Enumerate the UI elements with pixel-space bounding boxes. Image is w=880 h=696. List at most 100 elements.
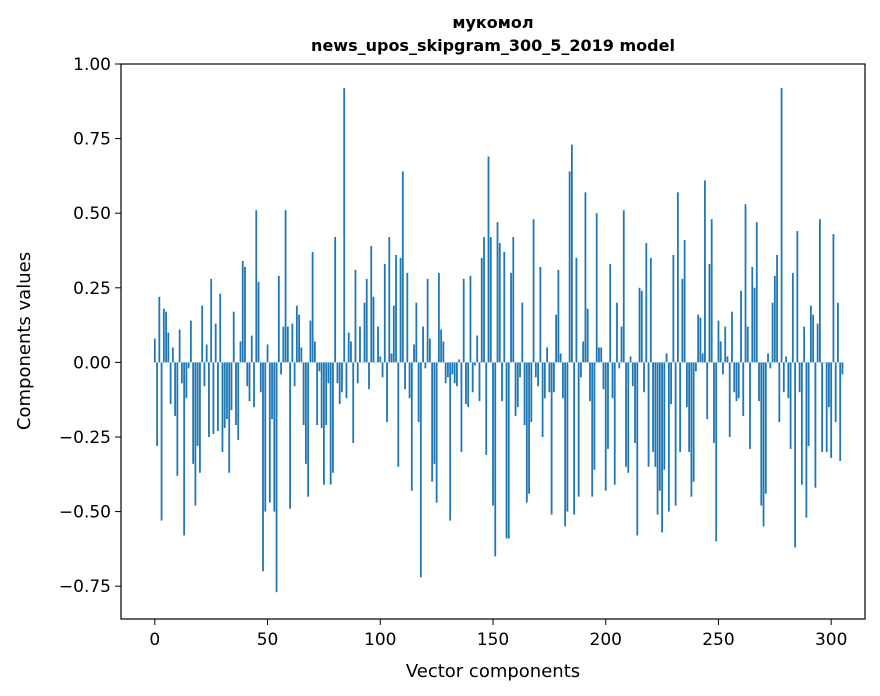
- bar: [363, 302, 366, 363]
- bar: [235, 362, 237, 426]
- bar: [248, 362, 251, 402]
- bar: [625, 362, 627, 467]
- bar: [336, 362, 339, 384]
- bar: [715, 362, 718, 542]
- bar: [255, 210, 258, 363]
- bar: [478, 362, 481, 402]
- bar: [809, 305, 812, 363]
- bar: [325, 362, 328, 426]
- bar: [573, 362, 576, 515]
- bar: [476, 335, 479, 363]
- bar: [199, 362, 201, 473]
- bar: [825, 362, 828, 452]
- bar: [187, 362, 190, 369]
- bar: [318, 362, 321, 372]
- bar: [244, 266, 246, 363]
- bar: [203, 362, 206, 387]
- bar: [571, 144, 573, 363]
- bar: [413, 344, 415, 363]
- bar: [629, 356, 632, 363]
- bar: [676, 192, 679, 363]
- bar: [636, 362, 639, 536]
- bars-group: [153, 87, 844, 593]
- bar: [264, 362, 267, 512]
- bar: [316, 362, 319, 426]
- bar: [277, 275, 280, 363]
- bar: [688, 362, 691, 452]
- bar: [593, 362, 596, 470]
- bar: [460, 362, 463, 452]
- bar: [697, 314, 700, 363]
- bar: [465, 362, 467, 405]
- bar: [300, 347, 303, 363]
- bar: [217, 362, 219, 432]
- bar: [189, 320, 192, 363]
- bar: [737, 362, 740, 399]
- bar: [289, 362, 291, 509]
- bar: [426, 278, 429, 363]
- bar: [503, 251, 506, 363]
- bar: [447, 362, 449, 378]
- bar: [559, 353, 562, 363]
- bar: [408, 362, 411, 399]
- bar: [309, 320, 312, 363]
- bar: [250, 335, 253, 363]
- bar: [178, 329, 181, 363]
- bar: [406, 272, 409, 363]
- bar: [760, 362, 763, 506]
- bar: [492, 362, 494, 506]
- bar: [498, 243, 501, 363]
- bar: [627, 362, 630, 473]
- bar: [830, 362, 833, 458]
- bar: [753, 287, 756, 363]
- bar: [392, 305, 395, 363]
- bar: [230, 362, 233, 411]
- bar: [467, 362, 470, 408]
- bar: [410, 362, 413, 491]
- y-tick-label: −0.50: [59, 503, 111, 523]
- bar: [613, 362, 616, 485]
- bar: [652, 362, 654, 452]
- bar: [782, 362, 785, 393]
- bar: [519, 362, 521, 378]
- bar: [690, 362, 693, 497]
- bar: [451, 362, 454, 375]
- bar: [816, 323, 819, 363]
- x-tick-label: 250: [702, 630, 734, 650]
- bar: [489, 237, 492, 363]
- bar: [456, 362, 458, 387]
- bar: [343, 87, 346, 363]
- y-tick-label: 0.25: [73, 279, 111, 299]
- plot-frame: [120, 63, 866, 620]
- bar: [749, 362, 751, 449]
- bar: [726, 356, 729, 363]
- bar: [226, 362, 228, 420]
- bar: [341, 362, 343, 393]
- bar: [724, 326, 727, 363]
- bar: [453, 362, 456, 384]
- bar: [183, 362, 186, 536]
- bar: [485, 362, 488, 455]
- bar: [814, 362, 817, 488]
- bar: [350, 341, 352, 363]
- bar: [546, 347, 549, 363]
- bar: [755, 222, 758, 363]
- bar: [764, 362, 767, 494]
- bar: [487, 156, 490, 363]
- bar: [733, 362, 736, 393]
- bar: [667, 362, 670, 512]
- bar: [577, 362, 580, 497]
- bar: [769, 362, 772, 369]
- bar: [295, 305, 298, 363]
- bar: [796, 231, 799, 363]
- bar: [228, 362, 231, 473]
- bar: [176, 362, 179, 476]
- bar: [165, 311, 167, 363]
- bar: [550, 362, 553, 515]
- bar: [618, 362, 621, 369]
- bar: [699, 317, 702, 363]
- bar: [600, 347, 603, 363]
- bar: [631, 362, 634, 387]
